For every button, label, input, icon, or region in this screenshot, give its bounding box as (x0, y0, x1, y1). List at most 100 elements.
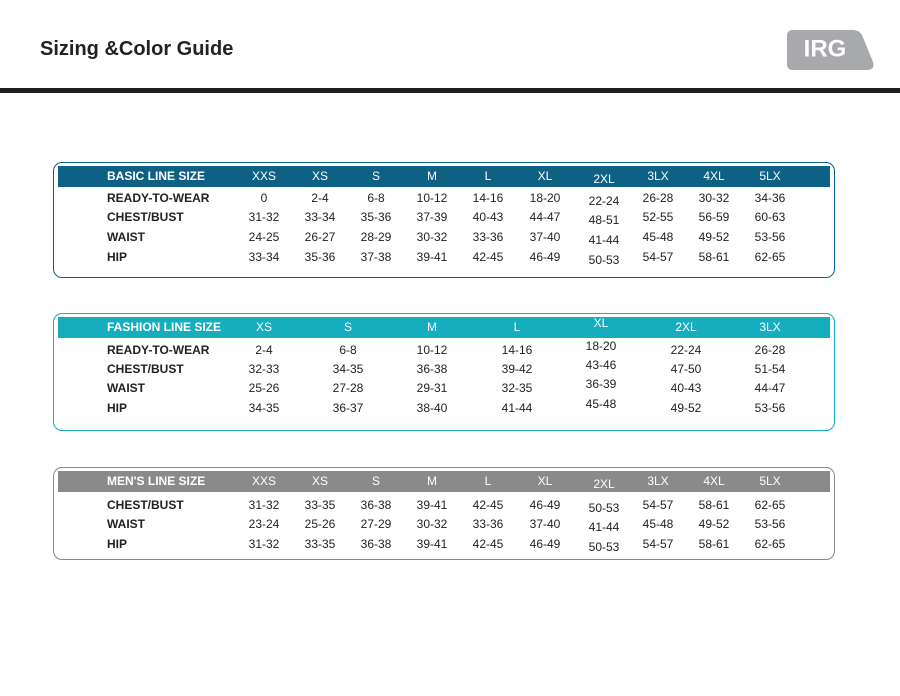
size-value: 56-59 (698, 210, 730, 224)
size-header: XL (593, 316, 609, 330)
size-value: 50-53 (588, 253, 620, 267)
size-value: 40-43 (670, 381, 702, 395)
size-header: 5LX (759, 169, 781, 183)
size-value: 27-28 (332, 381, 364, 395)
row-label: READY-TO-WEAR (107, 343, 210, 357)
row-label: CHEST/BUST (107, 210, 184, 224)
size-header: S (371, 169, 381, 183)
size-value: 53-56 (754, 230, 786, 244)
size-value: 44-47 (529, 210, 561, 224)
size-value: 50-53 (588, 501, 620, 515)
size-value: 14-16 (501, 343, 533, 357)
size-value: 49-52 (670, 401, 702, 415)
size-value: 37-40 (529, 230, 561, 244)
size-value: 39-42 (501, 362, 533, 376)
size-value: 42-45 (472, 250, 504, 264)
size-value: 54-57 (642, 498, 674, 512)
table-frame (53, 313, 835, 431)
size-value: 27-29 (360, 517, 392, 531)
size-value: 39-41 (416, 250, 448, 264)
size-value: 31-32 (248, 498, 280, 512)
size-value: 26-28 (642, 191, 674, 205)
size-header: XXS (251, 474, 277, 488)
size-value: 32-35 (501, 381, 533, 395)
size-value: 31-32 (248, 210, 280, 224)
size-value: 36-38 (416, 362, 448, 376)
row-label: CHEST/BUST (107, 362, 184, 376)
table-header-bar (58, 317, 830, 338)
size-value: 33-34 (304, 210, 336, 224)
size-header: 2XL (593, 477, 615, 491)
size-value: 62-65 (754, 250, 786, 264)
row-label: WAIST (107, 381, 145, 395)
size-value: 34-36 (754, 191, 786, 205)
size-header: L (484, 169, 492, 183)
size-value: 51-54 (754, 362, 786, 376)
size-value: 36-37 (332, 401, 364, 415)
size-header: M (427, 169, 437, 183)
size-value: 54-57 (642, 250, 674, 264)
size-value: 0 (260, 191, 268, 205)
size-value: 50-53 (588, 540, 620, 554)
size-header: XS (255, 320, 273, 334)
size-value: 22-24 (670, 343, 702, 357)
row-label: CHEST/BUST (107, 498, 184, 512)
size-header: XS (311, 169, 329, 183)
table-frame (53, 467, 835, 560)
size-value: 45-48 (585, 397, 617, 411)
size-header: 3LX (759, 320, 781, 334)
size-value: 18-20 (529, 191, 561, 205)
size-value: 36-38 (360, 498, 392, 512)
size-value: 33-36 (472, 230, 504, 244)
size-value: 30-32 (698, 191, 730, 205)
size-header: 5LX (759, 474, 781, 488)
size-value: 54-57 (642, 537, 674, 551)
size-header: 3LX (647, 169, 669, 183)
size-value: 47-50 (670, 362, 702, 376)
size-value: 31-32 (248, 537, 280, 551)
size-value: 37-40 (529, 517, 561, 531)
size-value: 33-35 (304, 498, 336, 512)
size-value: 48-51 (588, 213, 620, 227)
size-header: S (343, 320, 353, 334)
table-frame (53, 162, 835, 278)
size-value: 53-56 (754, 517, 786, 531)
size-value: 53-56 (754, 401, 786, 415)
size-header: L (484, 474, 492, 488)
size-header: M (427, 474, 437, 488)
size-value: 25-26 (248, 381, 280, 395)
size-header: XS (311, 474, 329, 488)
size-value: 29-31 (416, 381, 448, 395)
size-value: 30-32 (416, 230, 448, 244)
size-value: 42-45 (472, 537, 504, 551)
size-value: 30-32 (416, 517, 448, 531)
size-value: 36-39 (585, 377, 617, 391)
size-value: 62-65 (754, 537, 786, 551)
logo-shape (787, 30, 874, 70)
size-value: 35-36 (360, 210, 392, 224)
header-label: MEN'S LINE SIZE (107, 474, 206, 488)
size-header: 2XL (675, 320, 697, 334)
size-header: M (427, 320, 437, 334)
size-value: 37-38 (360, 250, 392, 264)
table-header-bar (58, 166, 830, 187)
size-value: 38-40 (416, 401, 448, 415)
size-value: 45-48 (642, 517, 674, 531)
size-value: 2-4 (311, 191, 329, 205)
row-label: READY-TO-WEAR (107, 191, 210, 205)
size-header: XXS (251, 169, 277, 183)
size-value: 24-25 (248, 230, 280, 244)
size-value: 62-65 (754, 498, 786, 512)
header-label: BASIC LINE SIZE (107, 169, 206, 183)
size-value: 46-49 (529, 537, 561, 551)
size-value: 25-26 (304, 517, 336, 531)
size-header: XL (537, 169, 553, 183)
size-value: 41-44 (588, 233, 620, 247)
size-value: 44-47 (754, 381, 786, 395)
size-value: 37-39 (416, 210, 448, 224)
row-label: WAIST (107, 517, 145, 531)
row-label: HIP (107, 537, 128, 551)
size-value: 36-38 (360, 537, 392, 551)
size-value: 46-49 (529, 250, 561, 264)
